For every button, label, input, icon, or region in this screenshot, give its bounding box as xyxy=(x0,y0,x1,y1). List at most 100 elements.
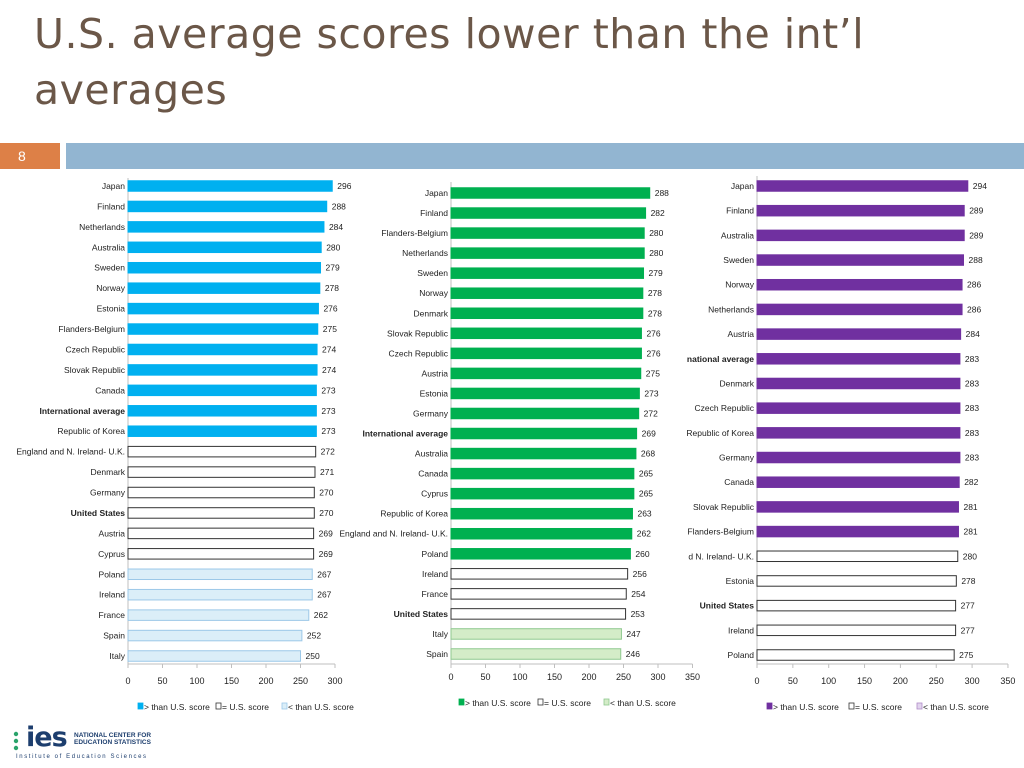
category-label: Canada xyxy=(724,477,754,487)
x-tick-label: 0 xyxy=(754,676,759,686)
x-tick-label: 0 xyxy=(448,672,453,682)
bar xyxy=(756,501,959,513)
bar xyxy=(756,328,962,340)
bar xyxy=(450,267,645,279)
logo-line1: NATIONAL CENTER FOR xyxy=(74,732,152,739)
legend-swatch xyxy=(137,702,144,710)
legend-label: > than U.S. score xyxy=(773,702,839,712)
bar-value-label: 273 xyxy=(644,388,658,398)
bar-value-label: 267 xyxy=(317,569,331,579)
bar xyxy=(127,629,303,642)
bar xyxy=(756,254,964,266)
bar-value-label: 282 xyxy=(651,208,665,218)
category-label: Finland xyxy=(97,201,125,211)
bar-value-label: 288 xyxy=(655,188,669,198)
category-label: Norway xyxy=(725,280,755,290)
category-label: International average xyxy=(362,429,448,439)
bar-value-label: 279 xyxy=(649,268,663,278)
category-label: Denmark xyxy=(91,467,126,477)
category-label: Norway xyxy=(419,288,449,298)
category-label: United States xyxy=(700,601,755,611)
slide-number-box xyxy=(0,143,60,169)
bar-value-label: 269 xyxy=(319,528,333,538)
category-label: Republic of Korea xyxy=(380,509,448,519)
bar-value-label: 286 xyxy=(967,304,981,314)
category-label: Flanders-Belgium xyxy=(687,527,754,537)
bar-value-label: 288 xyxy=(968,255,982,265)
x-tick-label: 100 xyxy=(821,676,836,686)
bar-value-label: 275 xyxy=(323,324,337,334)
x-tick-label: 250 xyxy=(293,676,308,686)
bar xyxy=(127,282,321,294)
bar-value-label: 252 xyxy=(307,631,321,641)
x-tick-label: 100 xyxy=(512,672,527,682)
bar xyxy=(756,377,961,390)
bar-value-label: 280 xyxy=(649,248,663,258)
bar-value-label: 278 xyxy=(648,308,662,318)
x-tick-label: 200 xyxy=(893,676,908,686)
x-tick-label: 250 xyxy=(929,676,944,686)
bar-value-label: 289 xyxy=(969,206,983,216)
bar xyxy=(756,525,959,538)
bar xyxy=(127,180,333,192)
category-label: Slovak Republic xyxy=(387,328,449,338)
x-tick-label: 150 xyxy=(857,676,872,686)
bar-value-label: 282 xyxy=(964,477,978,487)
legend-swatch xyxy=(603,698,610,706)
legend-label: > than U.S. score xyxy=(465,698,531,708)
category-label: Estonia xyxy=(420,388,449,398)
legend-swatch xyxy=(458,698,465,706)
bar xyxy=(450,548,631,560)
bar xyxy=(756,427,961,439)
bar-value-label: 278 xyxy=(961,576,975,586)
bar xyxy=(756,550,959,563)
legend-label: > than U.S. score xyxy=(144,702,210,712)
x-tick-label: 300 xyxy=(965,676,980,686)
bar xyxy=(450,227,645,239)
x-tick-label: 350 xyxy=(685,672,700,682)
bar-value-label: 262 xyxy=(637,529,651,539)
bar-value-label: 281 xyxy=(963,527,977,537)
category-label: Czech Republic xyxy=(65,344,125,354)
bar-value-label: 271 xyxy=(320,467,334,477)
bar-value-label: 280 xyxy=(963,551,977,561)
bar-value-label: 288 xyxy=(332,201,346,211)
bar-value-label: 277 xyxy=(961,625,975,635)
bar-value-label: 269 xyxy=(642,429,656,439)
logo-dots-icon xyxy=(13,731,19,751)
legend-swatch xyxy=(215,702,222,710)
slide-number: 8 xyxy=(18,148,26,164)
bar xyxy=(756,353,961,365)
bar-value-label: 284 xyxy=(966,329,980,339)
bar xyxy=(450,327,642,340)
x-tick-label: 300 xyxy=(327,676,342,686)
category-label: Republic of Korea xyxy=(686,428,754,438)
slide-title: U.S. average scores lower than the int’l… xyxy=(34,10,865,114)
bar xyxy=(450,487,635,500)
bar xyxy=(127,609,310,621)
bar xyxy=(450,387,640,400)
logo-line2: EDUCATION STATISTICS xyxy=(74,739,151,746)
x-tick-label: 50 xyxy=(157,676,167,686)
category-label: Australia xyxy=(721,230,754,240)
x-tick-label: 50 xyxy=(480,672,490,682)
bar-value-label: 274 xyxy=(322,365,336,375)
bar xyxy=(450,247,645,259)
category-label: Denmark xyxy=(720,378,755,388)
bar xyxy=(127,507,315,519)
category-label: Netherlands xyxy=(708,304,754,314)
legend-label: = U.S. score xyxy=(855,702,902,712)
category-label: Cyprus xyxy=(421,489,448,499)
category-label: Slovak Republic xyxy=(64,365,126,375)
x-tick-label: 150 xyxy=(547,672,562,682)
category-label: Finland xyxy=(420,208,448,218)
bar-value-label: 277 xyxy=(961,601,975,611)
bar xyxy=(127,548,315,560)
bar xyxy=(450,287,644,299)
bar xyxy=(756,229,965,242)
bar-value-label: 278 xyxy=(325,283,339,293)
legend-swatch xyxy=(537,698,544,706)
bar-value-label: 280 xyxy=(649,228,663,238)
x-tick-label: 0 xyxy=(125,676,130,686)
bar-value-label: 273 xyxy=(321,406,335,416)
